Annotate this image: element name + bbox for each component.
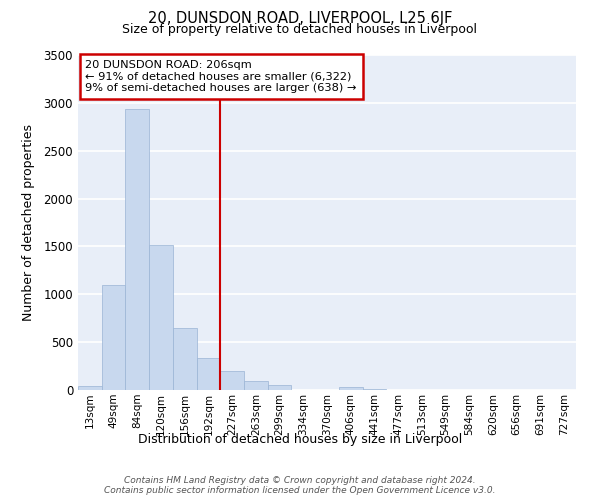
Bar (102, 284, 125, 390)
Bar (268, 385, 292, 390)
Text: Contains HM Land Registry data © Crown copyright and database right 2024.
Contai: Contains HM Land Registry data © Crown c… (104, 476, 496, 495)
Bar (173, 328, 197, 390)
Text: 20 DUNSDON ROAD: 206sqm
← 91% of detached houses are smaller (6,322)
9% of semi-: 20 DUNSDON ROAD: 206sqm ← 91% of detache… (85, 60, 357, 93)
Bar (362, 389, 386, 390)
Text: 20, DUNSDON ROAD, LIVERPOOL, L25 6JF: 20, DUNSDON ROAD, LIVERPOOL, L25 6JF (148, 11, 452, 26)
Text: Distribution of detached houses by size in Liverpool: Distribution of detached houses by size … (138, 432, 462, 446)
Text: Size of property relative to detached houses in Liverpool: Size of property relative to detached ho… (122, 22, 478, 36)
Bar (339, 387, 362, 390)
Bar (197, 358, 220, 390)
Bar (220, 371, 244, 390)
Y-axis label: Number of detached properties: Number of detached properties (22, 124, 35, 321)
Bar (78, 386, 102, 390)
Bar (244, 382, 268, 390)
Bar (149, 246, 173, 390)
Bar (125, 108, 149, 390)
